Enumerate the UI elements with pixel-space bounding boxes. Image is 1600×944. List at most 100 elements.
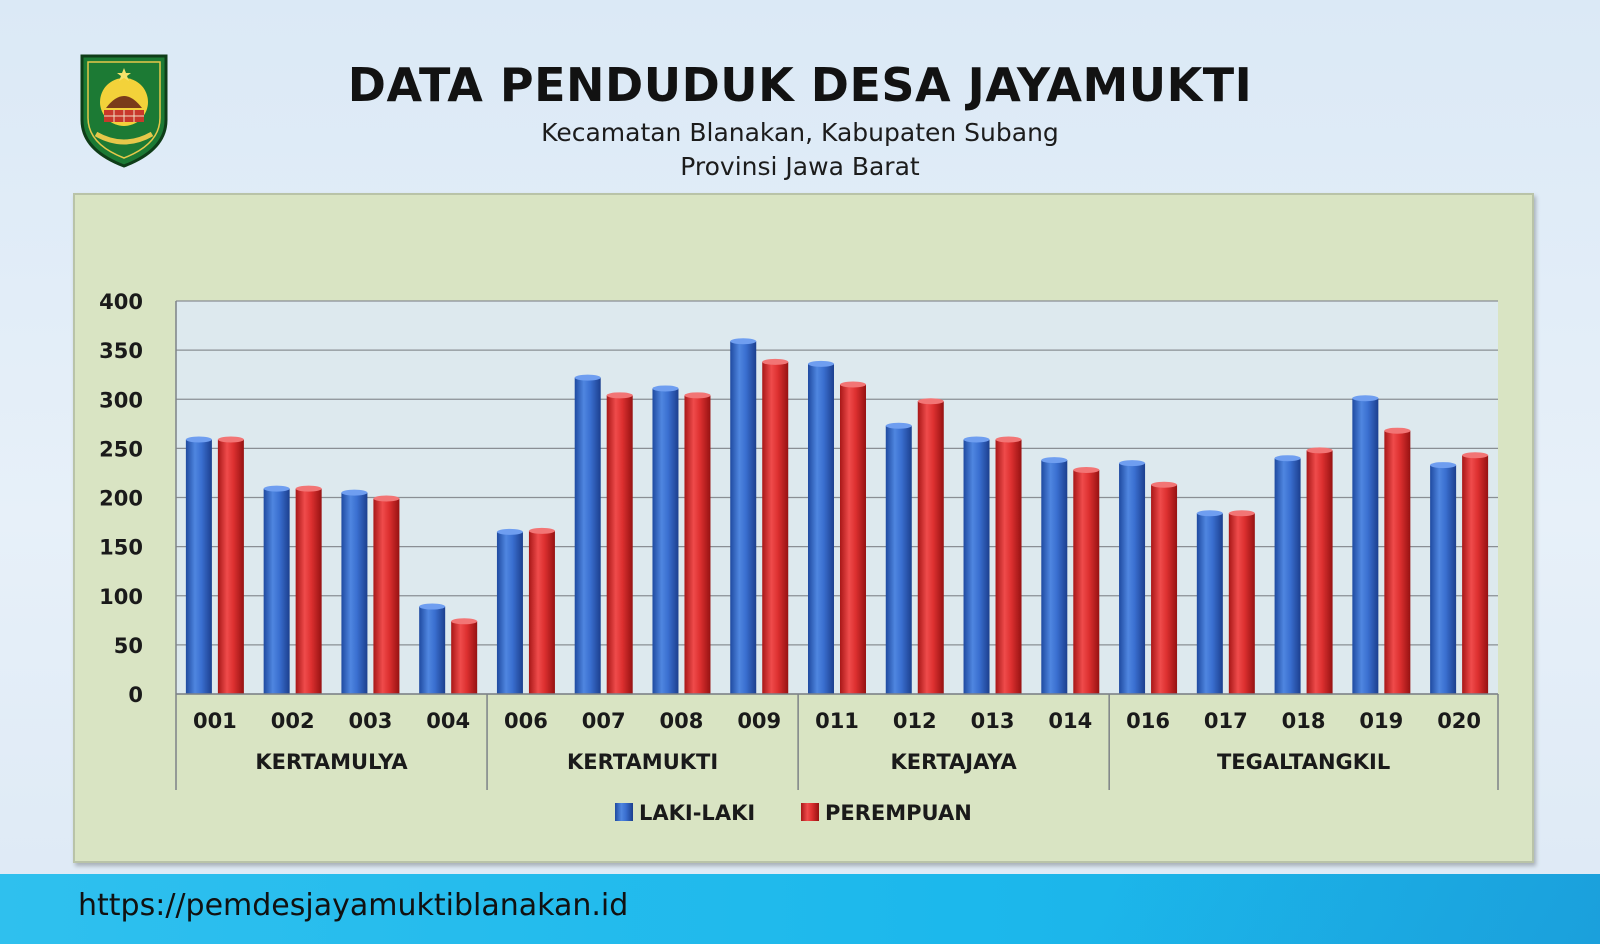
bar-laki-laki <box>1119 463 1146 694</box>
bar-perempuan-legend-swatch <box>801 803 819 821</box>
x-tick-label: 016 <box>1126 709 1170 733</box>
bar-perempuan-cap <box>451 618 478 625</box>
page-subtitle-province: Provinsi Jawa Barat <box>680 152 920 181</box>
bar-laki-laki-cap <box>1430 462 1457 469</box>
bar-perempuan <box>917 401 944 694</box>
x-tick-label: 020 <box>1437 709 1481 733</box>
bar-laki-laki <box>263 488 290 694</box>
bars <box>185 338 1489 694</box>
bar-laki-laki-cap <box>652 385 679 392</box>
bar-perempuan <box>451 621 478 694</box>
x-tick-label: 001 <box>193 709 237 733</box>
bar-perempuan <box>1073 469 1100 694</box>
bar-laki-laki <box>496 531 523 694</box>
bar-laki-laki <box>1430 465 1457 694</box>
y-axis-ticks: 0 50 100 150 200 250 300 350 400 <box>99 290 143 707</box>
bar-laki-laki-cap <box>1041 457 1068 464</box>
bar-perempuan <box>373 498 400 694</box>
bar-laki-laki-cap <box>1196 510 1223 517</box>
bar-laki-laki-cap <box>574 374 601 381</box>
x-tick-label: 018 <box>1282 709 1326 733</box>
bar-perempuan-cap <box>217 436 244 443</box>
chart-panel: 0 50 100 150 200 250 300 350 400 001 002 003 004 006… <box>73 193 1534 863</box>
footer-bar: https://pemdesjayamuktiblanakan.id <box>0 874 1600 944</box>
x-tick-label: 006 <box>504 709 548 733</box>
x-tick-label: 019 <box>1359 709 1403 733</box>
x-tick-label: 009 <box>737 709 781 733</box>
bar-perempuan <box>762 361 789 694</box>
bar-perempuan <box>217 439 244 694</box>
bar-perempuan <box>295 488 322 694</box>
y-tick-label: 150 <box>99 536 143 560</box>
y-tick-label: 100 <box>99 585 143 609</box>
y-tick-label: 50 <box>114 634 143 658</box>
bar-perempuan-cap <box>1306 447 1333 454</box>
bar-perempuan-cap <box>684 392 711 399</box>
page-title: DATA PENDUDUK DESA JAYAMUKTI <box>347 58 1253 112</box>
group-label: KERTAMULYA <box>255 750 408 774</box>
bar-laki-laki <box>652 388 679 694</box>
bar-perempuan-cap <box>762 358 789 365</box>
bar-laki-laki-cap <box>885 422 912 429</box>
page-header: DATA PENDUDUK DESA JAYAMUKTI Kecamatan B… <box>0 0 1600 190</box>
x-tick-label: 003 <box>348 709 392 733</box>
bar-perempuan <box>840 384 866 694</box>
bar-laki-laki-cap <box>730 338 757 345</box>
bar-perempuan <box>684 395 711 694</box>
bar-perempuan-cap <box>995 436 1022 443</box>
bar-perempuan <box>995 439 1022 694</box>
x-tick-label: 008 <box>660 709 704 733</box>
y-tick-label: 300 <box>99 388 143 412</box>
x-tick-label: 014 <box>1048 709 1092 733</box>
bar-perempuan-cap <box>295 485 322 492</box>
bar-perempuan-cap <box>1151 481 1178 488</box>
bar-laki-laki-cap <box>1352 395 1379 402</box>
bar-laki-laki <box>963 439 990 694</box>
population-bar-chart: 0 50 100 150 200 250 300 350 400 001 002 003 004 006… <box>99 290 1499 825</box>
y-tick-label: 0 <box>128 683 143 707</box>
bar-laki-laki <box>808 363 834 694</box>
group-label: KERTAJAYA <box>890 750 1017 774</box>
legend-label: LAKI-LAKI <box>639 801 755 825</box>
bar-perempuan-cap <box>840 381 866 388</box>
bar-perempuan-cap <box>1462 452 1489 459</box>
y-tick-label: 400 <box>99 290 143 314</box>
bar-laki-laki <box>1196 513 1223 694</box>
bar-laki-laki <box>885 425 912 694</box>
bar-laki-laki <box>1274 458 1301 694</box>
bar-perempuan <box>606 395 633 694</box>
group-label: KERTAMUKTI <box>567 750 718 774</box>
page-subtitle-district: Kecamatan Blanakan, Kabupaten Subang <box>541 118 1059 147</box>
bar-laki-laki <box>730 341 757 694</box>
bar-laki-laki <box>1352 398 1379 694</box>
y-tick-label: 200 <box>99 487 143 511</box>
y-tick-label: 250 <box>99 437 143 461</box>
bar-laki-laki-cap <box>185 436 212 443</box>
subang-regency-emblem-icon <box>80 54 168 168</box>
bar-laki-laki <box>185 439 212 694</box>
bar-perempuan-cap <box>1384 427 1411 434</box>
bar-perempuan <box>1151 484 1178 694</box>
bar-laki-laki-legend-swatch <box>615 803 633 821</box>
bar-perempuan-cap <box>373 495 400 502</box>
x-tick-label: 004 <box>426 709 470 733</box>
bar-laki-laki-cap <box>496 528 523 535</box>
bar-laki-laki-cap <box>1119 460 1146 467</box>
bar-laki-laki <box>1041 460 1068 694</box>
x-tick-label: 013 <box>971 709 1015 733</box>
bar-laki-laki <box>419 606 446 694</box>
bar-perempuan <box>1384 430 1411 694</box>
bar-perempuan-cap <box>606 392 633 399</box>
bar-perempuan-cap <box>917 398 944 405</box>
bar-perempuan <box>1462 455 1489 694</box>
group-label: TEGALTANGKIL <box>1217 750 1390 774</box>
bar-laki-laki-cap <box>808 360 834 367</box>
x-tick-label: 017 <box>1204 709 1248 733</box>
x-tick-label: 011 <box>815 709 859 733</box>
bar-perempuan <box>528 530 555 694</box>
legend: LAKI-LAKI PEREMPUAN <box>615 801 972 825</box>
website-url: https://pemdesjayamuktiblanakan.id <box>78 888 629 923</box>
footer-stripe <box>1079 874 1600 944</box>
x-axis-groups: KERTAMULYA KERTAMUKTI KERTAJAYA TEGALTANGKI… <box>175 694 1499 790</box>
bar-laki-laki-cap <box>963 436 990 443</box>
